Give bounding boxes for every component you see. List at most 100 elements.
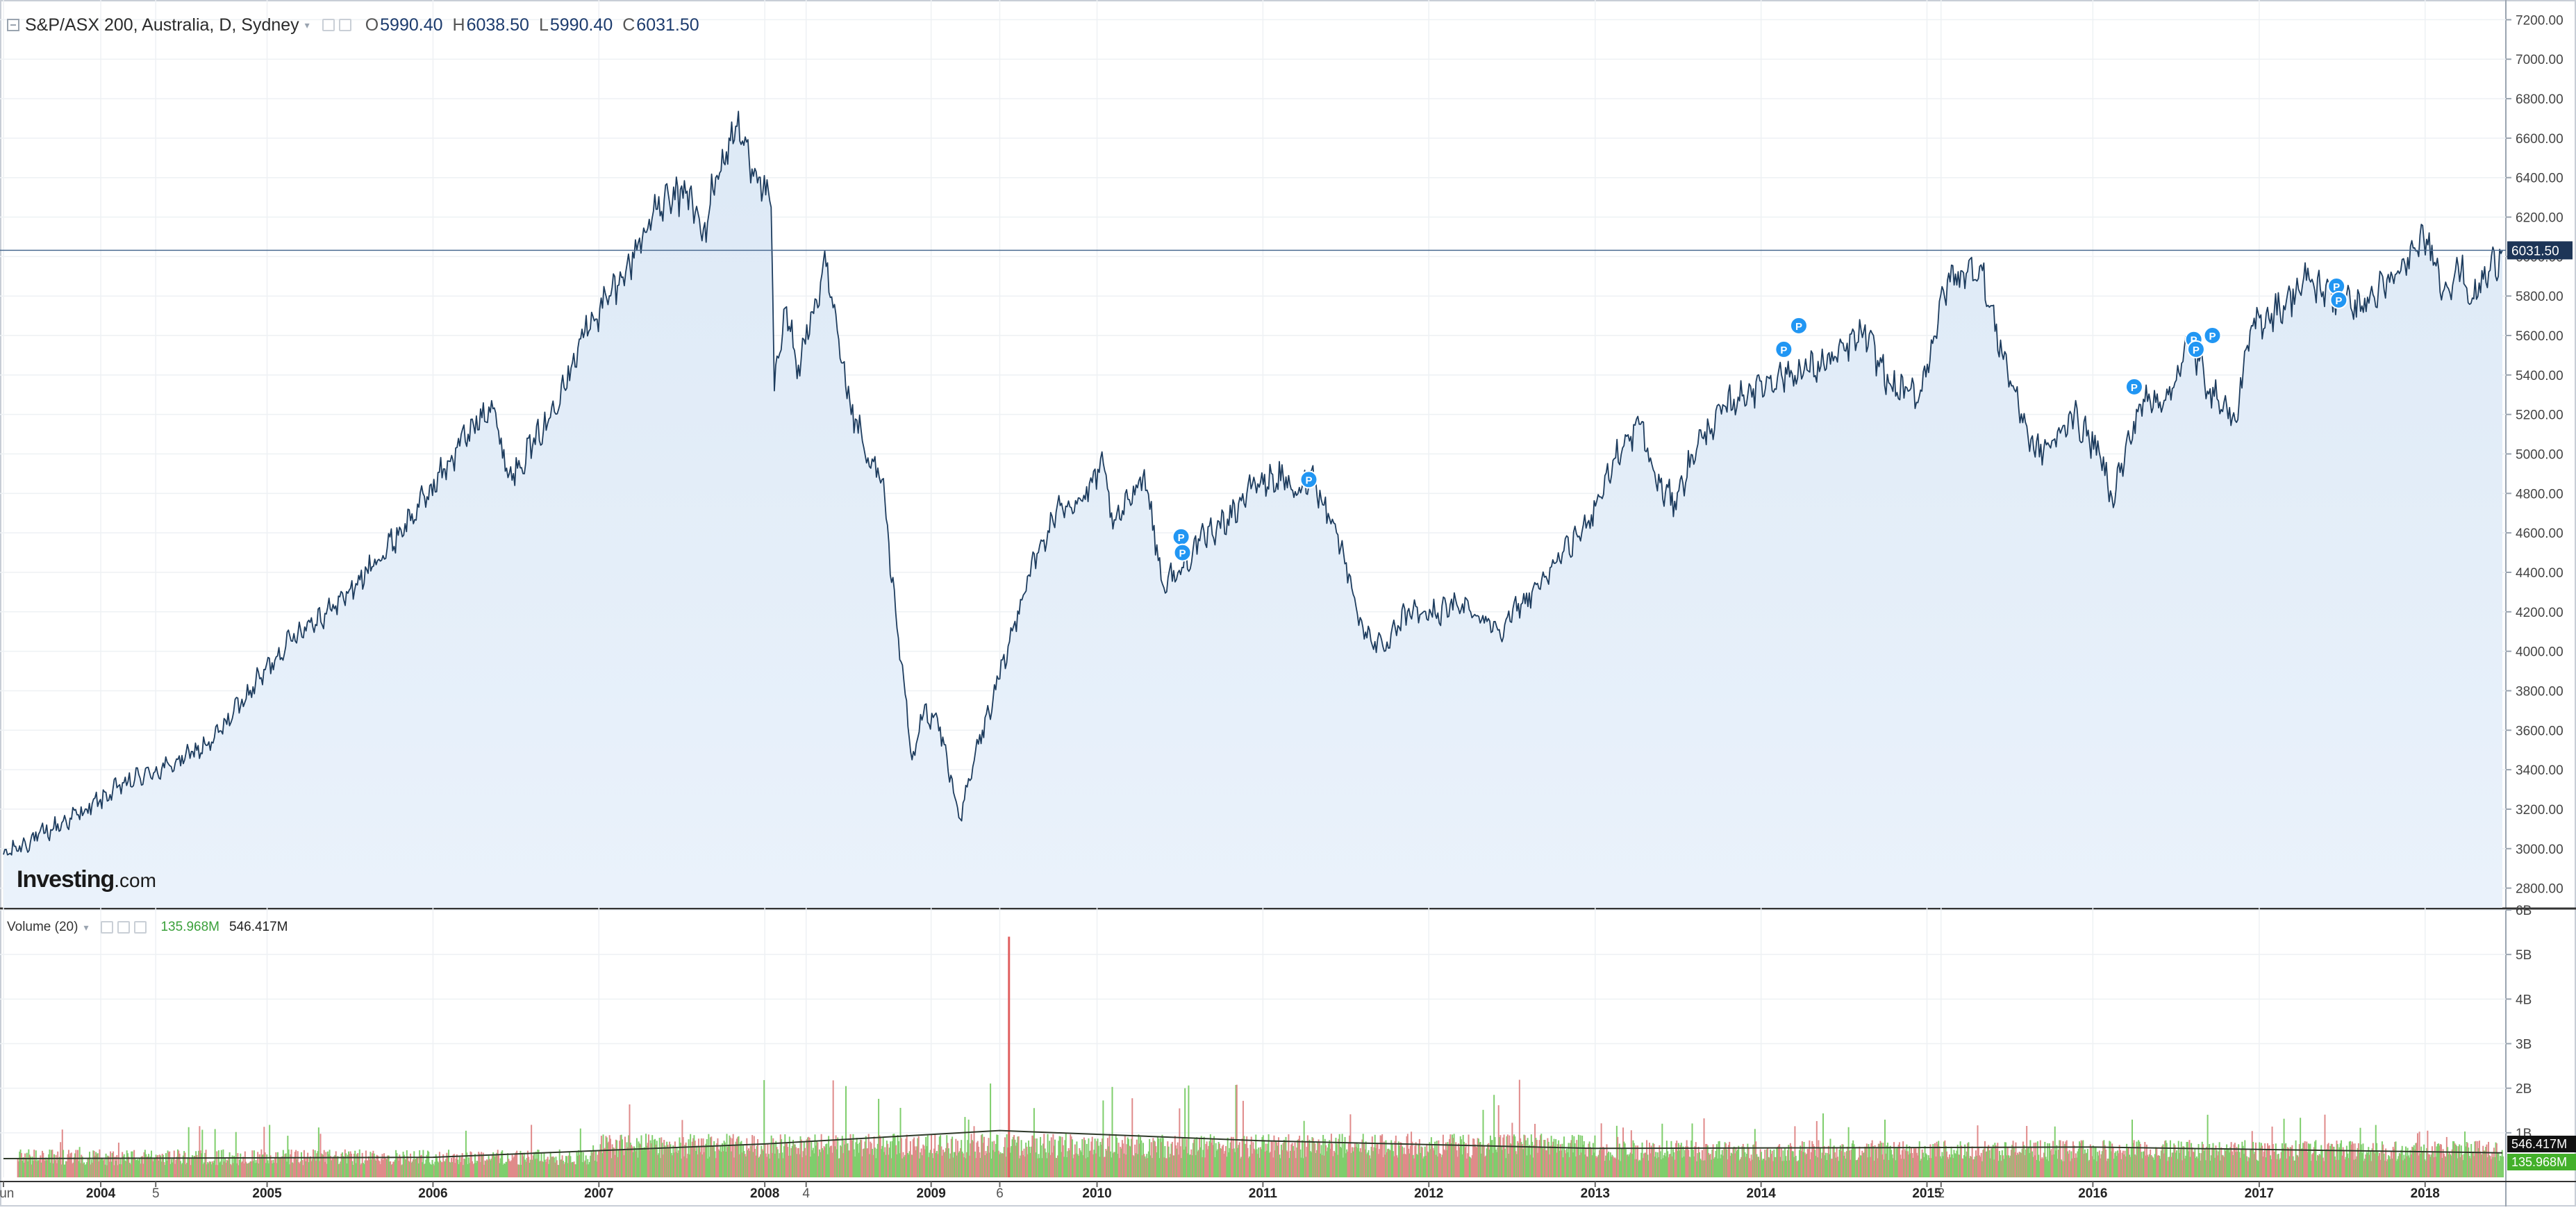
volume-bar bbox=[755, 1155, 757, 1177]
volume-bar bbox=[387, 1155, 389, 1177]
volume-bar bbox=[61, 1129, 63, 1177]
volume-bar bbox=[384, 1157, 386, 1177]
close-icon[interactable] bbox=[134, 921, 147, 934]
volume-bar bbox=[1418, 1138, 1420, 1177]
volume-bar bbox=[1435, 1154, 1437, 1177]
hide-icon[interactable] bbox=[338, 19, 351, 31]
volume-bar bbox=[538, 1150, 540, 1177]
volume-bar bbox=[670, 1152, 672, 1177]
volume-bar bbox=[619, 1141, 621, 1177]
volume-bar bbox=[2214, 1157, 2216, 1177]
volume-bar bbox=[1504, 1148, 1506, 1177]
volume-bar bbox=[101, 1157, 103, 1177]
volume-bar bbox=[1102, 1138, 1104, 1177]
volume-bar bbox=[1335, 1137, 1337, 1177]
symbol-title[interactable]: S&P/ASX 200, Australia, D, Sydney bbox=[25, 15, 299, 35]
volume-bar bbox=[1497, 1105, 1499, 1177]
volume-bar bbox=[1765, 1160, 1767, 1177]
time-tick-label: 6 bbox=[996, 1186, 1004, 1201]
volume-bar bbox=[2410, 1154, 2412, 1177]
chevron-down-icon[interactable]: ▾ bbox=[83, 921, 89, 933]
volume-bar bbox=[1934, 1143, 1936, 1177]
volume-bar bbox=[72, 1162, 74, 1177]
volume-bar bbox=[945, 1147, 947, 1177]
volume-bar bbox=[1652, 1143, 1654, 1177]
volume-bar bbox=[476, 1161, 479, 1177]
volume-bar bbox=[650, 1143, 652, 1177]
volume-bar bbox=[776, 1147, 778, 1177]
volume-bar bbox=[803, 1141, 805, 1177]
volume-bar bbox=[508, 1159, 510, 1177]
volume-bar bbox=[1347, 1151, 1349, 1177]
collapse-icon[interactable] bbox=[7, 19, 19, 31]
volume-bar bbox=[2153, 1159, 2155, 1177]
volume-bar bbox=[2150, 1149, 2152, 1177]
volume-bar bbox=[2381, 1141, 2383, 1177]
volume-bar bbox=[2121, 1152, 2123, 1177]
volume-bar bbox=[900, 1138, 902, 1177]
volume-bar bbox=[1894, 1147, 1896, 1177]
volume-bar bbox=[1901, 1150, 1903, 1177]
volume-bar bbox=[229, 1163, 231, 1177]
volume-bar bbox=[1403, 1147, 1405, 1177]
volume-bar bbox=[1158, 1138, 1160, 1177]
volume-bar bbox=[2427, 1154, 2429, 1177]
volume-bar bbox=[1479, 1142, 1481, 1177]
volume-title[interactable]: Volume (20) bbox=[7, 920, 78, 934]
volume-bar bbox=[763, 1079, 765, 1177]
volume-bar bbox=[2374, 1153, 2376, 1177]
volume-bar bbox=[2145, 1155, 2147, 1177]
volume-bar bbox=[2080, 1140, 2082, 1177]
volume-bar bbox=[1197, 1150, 1199, 1177]
hide-icon[interactable] bbox=[117, 921, 131, 934]
volume-bar bbox=[972, 1141, 974, 1177]
volume-bar bbox=[735, 1141, 737, 1177]
volume-bar bbox=[222, 1164, 224, 1177]
volume-bar bbox=[176, 1157, 178, 1177]
volume-bar bbox=[1062, 1145, 1064, 1177]
volume-bar bbox=[590, 1151, 592, 1177]
settings-icon[interactable] bbox=[101, 921, 114, 934]
volume-bar bbox=[254, 1163, 256, 1177]
volume-bar bbox=[1906, 1151, 1909, 1177]
volume-bar bbox=[638, 1141, 640, 1177]
volume-bar bbox=[1233, 1148, 1235, 1177]
volume-bar bbox=[314, 1150, 316, 1177]
volume-bar bbox=[238, 1165, 240, 1177]
volume-bar bbox=[76, 1159, 78, 1177]
volume-bar bbox=[245, 1161, 247, 1177]
volume-bar bbox=[2188, 1140, 2191, 1177]
settings-icon[interactable] bbox=[322, 19, 335, 31]
volume-tick-label: 6B bbox=[2516, 904, 2532, 918]
volume-bar bbox=[1647, 1154, 1649, 1177]
volume-bar bbox=[1861, 1150, 1863, 1177]
volume-bar bbox=[813, 1153, 815, 1177]
volume-bar bbox=[709, 1137, 711, 1177]
volume-bar bbox=[2145, 1144, 2147, 1177]
volume-bar bbox=[1227, 1138, 1229, 1177]
volume-bar bbox=[814, 1134, 816, 1177]
volume-bar bbox=[649, 1150, 651, 1177]
volume-bar bbox=[597, 1154, 599, 1177]
volume-bar bbox=[522, 1152, 524, 1177]
volume-bar bbox=[326, 1151, 329, 1177]
volume-bar bbox=[476, 1161, 478, 1177]
volume-bar bbox=[1397, 1141, 1399, 1177]
volume-bar bbox=[470, 1151, 472, 1177]
volume-bar bbox=[1906, 1144, 1908, 1177]
chevron-down-icon[interactable]: ▾ bbox=[304, 19, 310, 31]
volume-bar bbox=[1823, 1145, 1825, 1177]
volume-bar bbox=[507, 1153, 509, 1177]
volume-bar bbox=[1240, 1158, 1242, 1177]
volume-bar bbox=[820, 1152, 822, 1177]
volume-bar bbox=[1627, 1154, 1629, 1177]
volume-bar bbox=[447, 1156, 449, 1177]
volume-bar bbox=[386, 1159, 388, 1177]
volume-bar bbox=[1820, 1147, 1822, 1177]
volume-bar bbox=[2247, 1161, 2249, 1177]
volume-bar bbox=[1838, 1161, 1840, 1177]
volume-bar bbox=[1845, 1159, 1847, 1177]
volume-bar bbox=[2118, 1145, 2120, 1177]
volume-bar bbox=[674, 1141, 676, 1177]
